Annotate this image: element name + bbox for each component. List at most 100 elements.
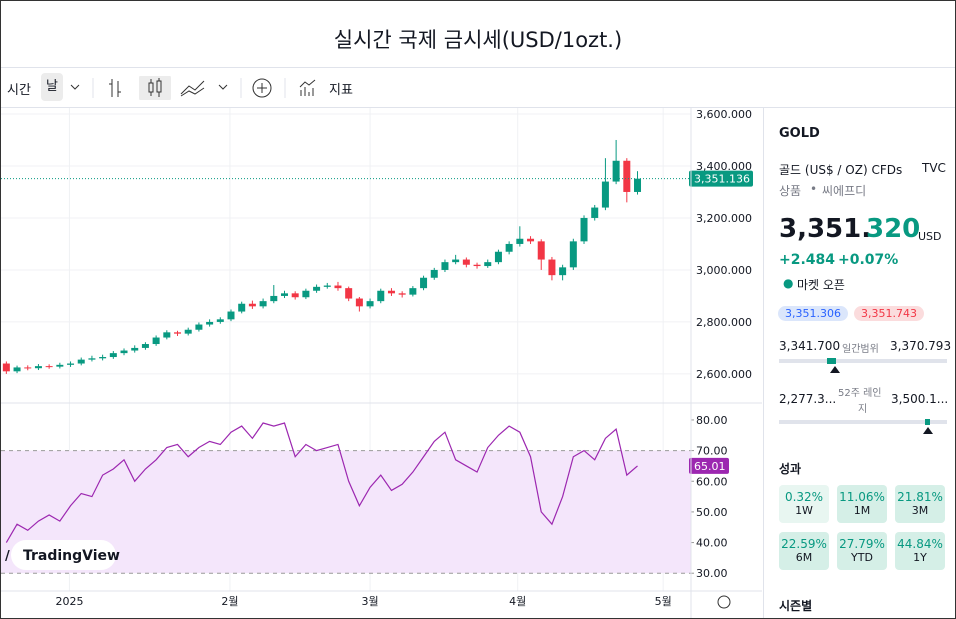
candle-body [141, 344, 149, 348]
candle-body [206, 321, 214, 325]
candle-body [527, 238, 535, 242]
candle-body [216, 319, 224, 322]
candle-body [580, 217, 588, 242]
candle-body [345, 288, 353, 299]
candle-body [152, 337, 160, 345]
candle-body [366, 301, 374, 307]
indicator-icon[interactable] [299, 79, 316, 96]
y-tick-label: 2,600.000 [696, 368, 752, 381]
rsi-tick-label: 50.00 [696, 506, 728, 519]
candle-body [238, 303, 246, 312]
area-style-icon[interactable] [180, 80, 205, 97]
performance-tile[interactable]: 27.79% YTD [837, 532, 887, 570]
toolbar: 시간 날 지표 [1, 68, 955, 108]
subcategory: 씨에프디 [822, 184, 867, 198]
candle-body [334, 285, 342, 289]
status-dot: ● [783, 276, 794, 290]
status: 마켓 오픈 [797, 278, 845, 292]
last-price-label: 3,351.136 [694, 173, 750, 186]
year-range-fill [925, 419, 930, 425]
candle-body [109, 353, 117, 358]
candle-body [505, 243, 513, 252]
candle-body [516, 238, 524, 244]
performance-tile[interactable]: 44.84% 1Y [895, 532, 945, 570]
rsi-tick-label: 40.00 [696, 537, 728, 550]
x-tick-label: 5월 [655, 595, 672, 608]
rsi-line [5, 422, 638, 543]
candle-body [184, 329, 192, 334]
year-low: 2,277.3... [779, 392, 837, 406]
performance-period: 1Y [913, 551, 927, 564]
candle-body [569, 241, 577, 268]
candle-body [56, 364, 64, 367]
candle-body [591, 207, 599, 218]
candle-body [259, 301, 267, 307]
performance-tile[interactable]: 21.81% 3M [895, 485, 945, 523]
indicators-button[interactable]: 지표 [329, 83, 353, 98]
day-range-label: 일간범위 [842, 344, 879, 355]
year-range-label: 지 [858, 404, 868, 415]
interval-button[interactable]: 날 [41, 73, 63, 101]
chevron[interactable] [70, 84, 80, 90]
candle-body [601, 181, 609, 208]
candle-body [612, 160, 620, 182]
bar-style-icon[interactable] [109, 79, 121, 97]
currency: USD [918, 230, 942, 243]
symbol-name: 골드 (US$ / OZ) CFDs [779, 163, 903, 177]
candle-body [67, 363, 75, 365]
candle-body [131, 347, 139, 351]
y-tick-label: 3,400.000 [696, 160, 752, 173]
chart: 2025 2월 3월 4월 5월 2,600.000 2,800.000 3,000.000 3… [1, 108, 762, 618]
candle-body [323, 285, 331, 287]
day-range-fill [827, 358, 836, 364]
chevron[interactable] [218, 84, 228, 90]
candle-body [548, 259, 556, 276]
candle-style-button[interactable] [139, 76, 171, 100]
y-tick-label: 3,000.000 [696, 264, 752, 277]
performance-value: 11.06% [839, 490, 885, 504]
x-tick-label: 2월 [221, 595, 238, 608]
last-price-box [689, 170, 753, 187]
candle-body [494, 251, 502, 263]
performance-tile[interactable]: 22.59% 6M [779, 532, 829, 570]
candle-body [88, 358, 96, 360]
day-high: 3,370.793 [890, 339, 952, 353]
performance-period: 6M [795, 551, 813, 564]
candle-body [227, 311, 235, 320]
price-tail: 320 [866, 214, 921, 244]
candle-body [473, 264, 481, 267]
year-range-marker [923, 427, 933, 434]
candle-body [270, 295, 278, 302]
candle-body [313, 286, 321, 291]
performance-value: 44.84% [897, 537, 943, 551]
toolbar-icons [70, 76, 316, 100]
candle-body [623, 160, 631, 192]
y-tick-label: 3,200.000 [696, 212, 752, 225]
year-range-label: 52주 레인 [838, 388, 882, 399]
performance-period: YTD [851, 551, 873, 564]
interval-prefix[interactable]: 시간 [7, 83, 31, 98]
candle-body [484, 262, 492, 267]
performance-period: 1M [853, 504, 871, 517]
candle-body [174, 332, 182, 334]
rsi-tick-label: 80.00 [696, 414, 728, 427]
candle-body [441, 262, 449, 270]
settings-button[interactable] [717, 595, 731, 609]
performance-tile[interactable]: 11.06% 1M [837, 485, 887, 523]
candle-body [430, 269, 438, 278]
x-tick-label: 4월 [509, 595, 526, 608]
candle-body [462, 259, 470, 265]
price: 3,351. [779, 214, 872, 244]
change-pct: +0.07% [838, 252, 899, 268]
candle-body [377, 290, 385, 302]
performance-tile[interactable]: 0.32% 1W [779, 485, 829, 523]
exchange: TVC [922, 161, 946, 175]
ask: 3,351.743 [854, 306, 924, 321]
compare-button[interactable] [252, 78, 272, 98]
candle-body [291, 293, 299, 298]
performance-period: 1W [795, 504, 813, 517]
candle-body [409, 288, 417, 295]
candle-body [24, 367, 32, 369]
candle-body [634, 178, 642, 192]
candle-body [398, 293, 406, 295]
